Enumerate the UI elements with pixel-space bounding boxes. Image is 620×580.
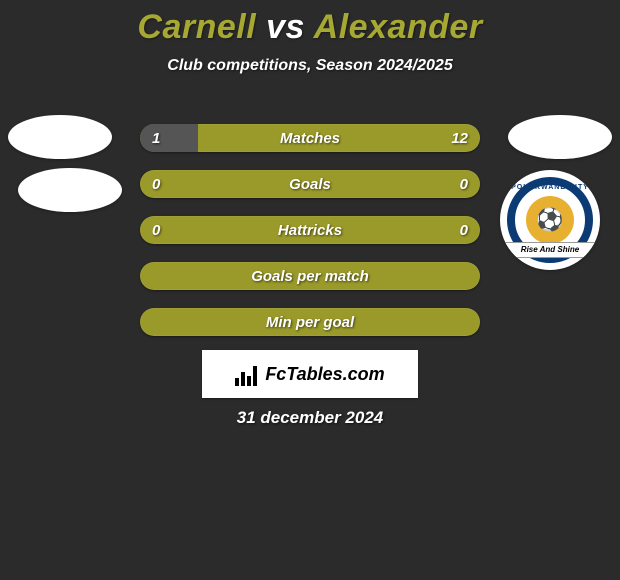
stat-label: Min per goal — [140, 308, 480, 336]
stat-label: Matches — [140, 124, 480, 152]
player1-avatar-icon — [8, 115, 112, 159]
stat-label: Goals — [140, 170, 480, 198]
player2-avatar-icon — [508, 115, 612, 159]
badge-top-text: POLOKWANE CITY — [511, 184, 589, 191]
stat-row-min-per-goal: Min per goal — [140, 308, 480, 336]
stat-left-value: 1 — [152, 124, 160, 152]
stat-left-value: 0 — [152, 170, 160, 198]
stat-right-value: 12 — [451, 124, 468, 152]
player1-avatar-shadow-icon — [18, 168, 122, 212]
stat-right-value: 0 — [460, 170, 468, 198]
player2-name: Alexander — [314, 8, 483, 46]
stat-row-matches: Matches1 12 — [140, 124, 480, 152]
stat-bars: Matches112Goals00Hattricks00Goals per ma… — [140, 124, 480, 354]
vs-label: vs — [266, 8, 305, 46]
snapshot-date: 31 december 2024 — [0, 408, 620, 428]
stat-label: Hattricks — [140, 216, 480, 244]
stat-left-value: 0 — [152, 216, 160, 244]
stat-label: Goals per match — [140, 262, 480, 290]
stat-row-goals: Goals0 0 — [140, 170, 480, 198]
brand-chart-icon — [235, 362, 259, 386]
brand-text: FcTables.com — [265, 364, 384, 385]
brand-badge: FcTables.com — [202, 350, 418, 398]
club-badge-icon: POLOKWANE CITY ⚽ Rise And Shine — [500, 170, 600, 270]
badge-ribbon: Rise And Shine — [505, 242, 595, 258]
stat-right-value: 0 — [460, 216, 468, 244]
comparison-title: Carnell vs Alexander — [0, 0, 620, 47]
subtitle: Club competitions, Season 2024/2025 — [0, 57, 620, 75]
stat-row-goals-per-match: Goals per match — [140, 262, 480, 290]
player1-name: Carnell — [137, 8, 256, 46]
badge-inner-icon: ⚽ — [526, 196, 574, 244]
stat-row-hattricks: Hattricks0 0 — [140, 216, 480, 244]
